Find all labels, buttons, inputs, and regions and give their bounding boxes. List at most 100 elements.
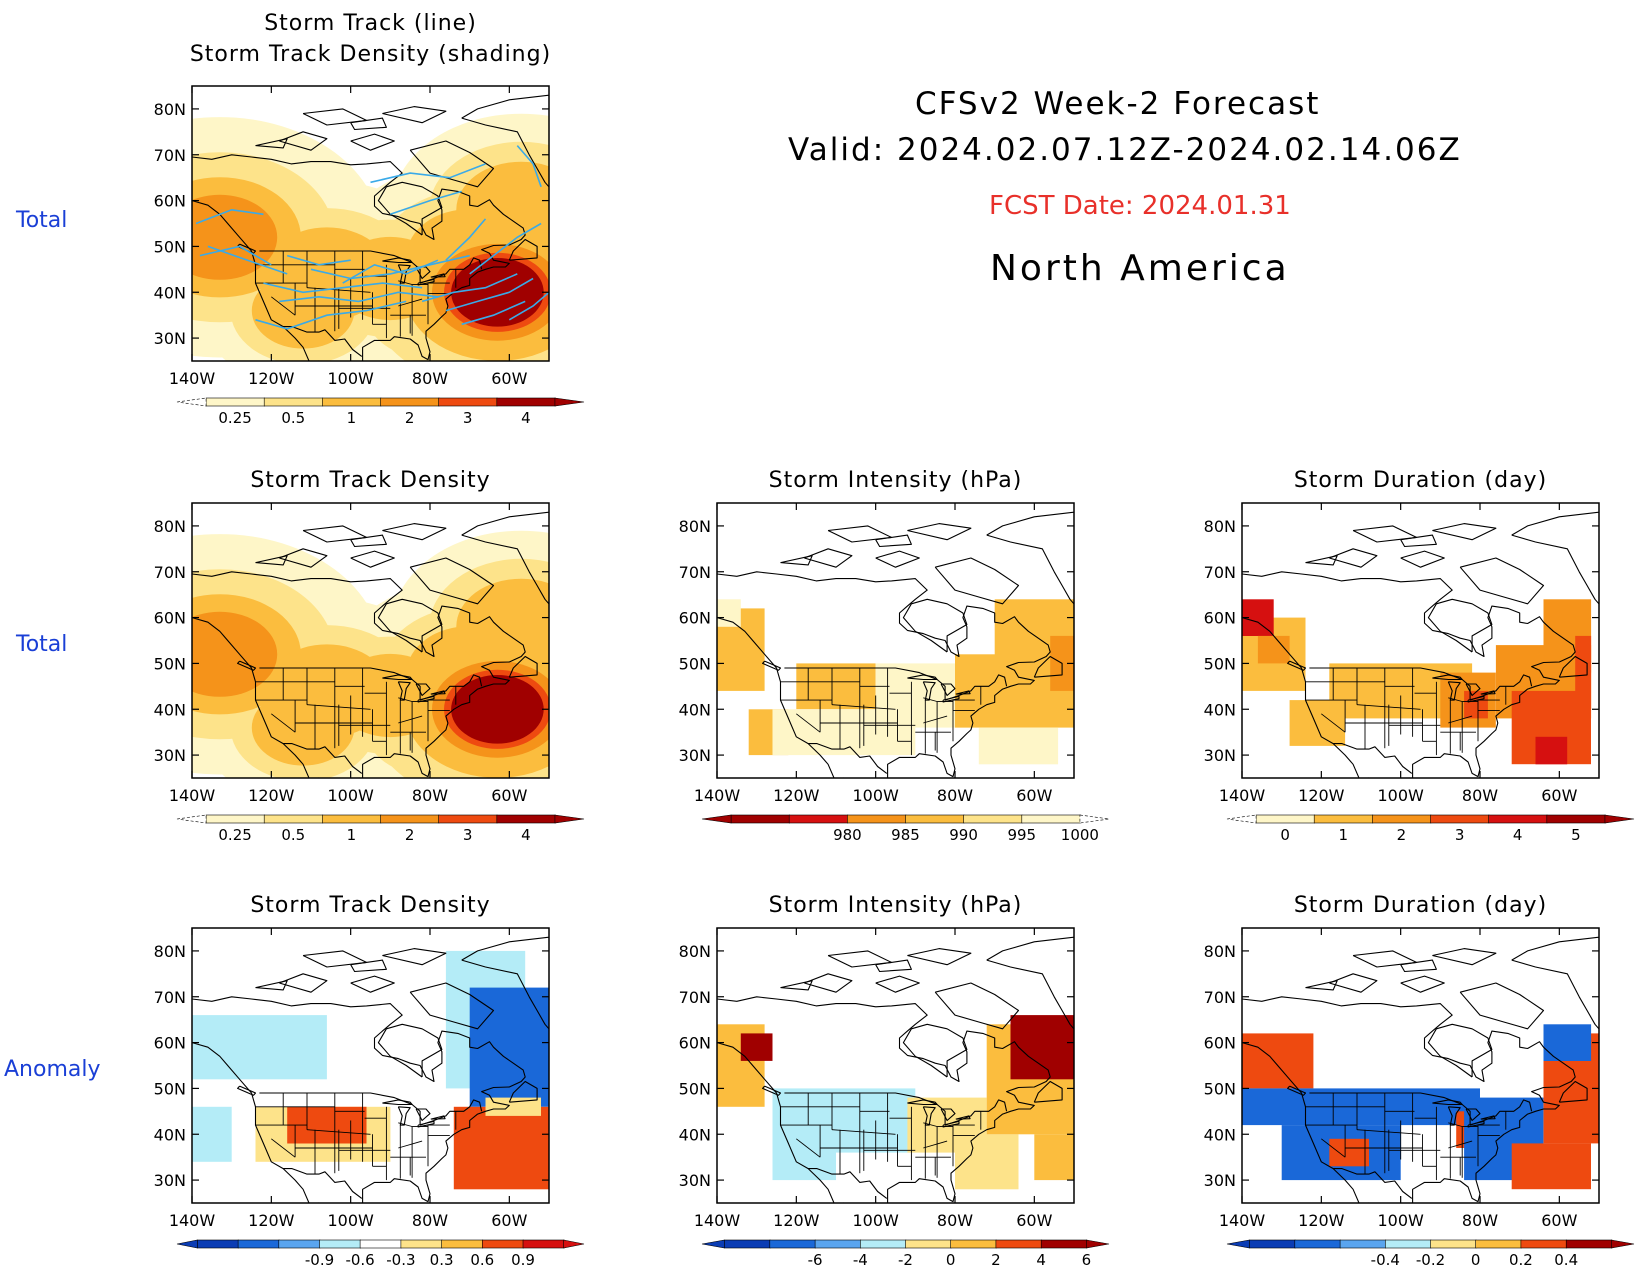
lon-tick-label: 80W (937, 1211, 973, 1230)
header-title: CFSv2 Week-2 Forecast (915, 86, 1321, 122)
colorbar-end-left (1226, 814, 1257, 824)
row-label-1: Total (16, 208, 68, 233)
panel-frame (1241, 927, 1600, 1204)
colorbar-segment (237, 1239, 280, 1249)
island-outline (934, 557, 1020, 605)
colorbar-segment (380, 814, 440, 824)
panel-frame (191, 85, 550, 362)
colorbar-end-right (1604, 814, 1635, 824)
lon-tick-label: 60W (1016, 1211, 1052, 1230)
lat-tick-label: 80N (154, 942, 186, 961)
island-outline (1400, 550, 1445, 568)
panel-title: Storm Track (line) (264, 11, 477, 36)
panel-title: Storm Intensity (hPa) (769, 893, 1023, 918)
lake-outline (1432, 1099, 1463, 1106)
storm-track-line (370, 163, 486, 184)
island-outline (1352, 950, 1418, 968)
us-mexico-border (1333, 743, 1413, 774)
storm-track-line (263, 282, 423, 294)
colorbar-label: 2 (405, 409, 415, 427)
lat-tick-label: 80N (679, 517, 711, 536)
lon-tick-label: 140W (1219, 1211, 1266, 1230)
island-outline (382, 106, 447, 124)
panel-title: Storm Track Density (250, 893, 490, 918)
colorbar-segment (788, 814, 849, 824)
island-outline (875, 550, 920, 568)
us-canada-border (259, 667, 483, 701)
colorbar-label: 0.25 (218, 826, 251, 844)
state-boundary (796, 1138, 821, 1158)
colorbar-segment (1546, 814, 1606, 824)
heatmap-cell (1257, 635, 1290, 664)
colorbar-end-right (563, 1239, 585, 1249)
colorbar-label: 3 (463, 409, 473, 427)
lat-tick-label: 60N (1204, 1034, 1236, 1053)
colorbar-segment (905, 814, 965, 824)
colorbar-segment (1339, 1239, 1387, 1249)
panel-density_anom: Storm Track Density 80N 70N 60N 50N 40N 30N 140… (154, 893, 585, 1269)
us-mexico-border (808, 1168, 888, 1199)
lon-tick-label: 120W (1298, 786, 1345, 805)
storm-track-line (508, 291, 549, 321)
lake-outline (1447, 681, 1461, 701)
colorbar-segment (1294, 1239, 1341, 1249)
colorbar-label: 4 (521, 826, 531, 844)
colorbar-label: 0.4 (1554, 1251, 1578, 1269)
greenland-outline (461, 936, 549, 1030)
island-outline (302, 950, 368, 968)
lake-outline (382, 257, 413, 264)
colorbar-segment (950, 1239, 997, 1249)
hudson-bay-outline (902, 1023, 968, 1078)
colorbar-segment (1021, 814, 1081, 824)
lat-tick-label: 40N (1204, 1125, 1236, 1144)
lake-outline (907, 1099, 938, 1106)
island-outline (1305, 555, 1338, 566)
colorbar: -0.4 -0.2 0 0.2 0.4 (1226, 1239, 1635, 1269)
state-boundary (398, 697, 413, 702)
island-outline (1432, 948, 1497, 966)
lake-outline (397, 1106, 411, 1126)
island-outline (804, 973, 853, 993)
state-boundary (831, 704, 896, 710)
lon-tick-label: 140W (694, 1211, 741, 1230)
density-blob (456, 161, 549, 258)
coastline (1242, 996, 1576, 1203)
storm-track-line (342, 259, 439, 284)
us-mexico-border (283, 743, 363, 774)
lat-tick-label: 60N (1204, 609, 1236, 628)
island-outline (237, 1085, 257, 1096)
colorbar-end-right (1611, 1239, 1635, 1249)
coastline (1242, 571, 1576, 778)
us-canada-border (259, 250, 483, 284)
lon-tick-label: 60W (491, 369, 527, 388)
state-boundary (1448, 697, 1463, 702)
state-boundary (398, 298, 423, 307)
hudson-bay-outline (377, 598, 443, 653)
colorbar-end-left (701, 814, 732, 824)
heatmap-cell (1329, 1138, 1369, 1167)
us-mexico-border (1333, 1168, 1413, 1199)
lat-tick-label: 40N (154, 700, 186, 719)
panel-plot-area (192, 511, 549, 778)
island-outline (875, 975, 920, 993)
lon-tick-label: 100W (327, 786, 374, 805)
colorbar-segment (380, 397, 440, 407)
island-outline (279, 973, 328, 993)
colorbar-segment (205, 397, 266, 407)
heatmap-cell (1511, 1143, 1591, 1190)
heatmap-cell (772, 1143, 836, 1181)
colorbar-end-left (176, 1239, 198, 1249)
lat-tick-label: 70N (154, 988, 186, 1007)
greenland-outline (1511, 511, 1599, 605)
state-boundary (831, 1129, 896, 1135)
island-outline (279, 548, 328, 568)
panel-plot-area (1242, 936, 1599, 1203)
lon-tick-label: 140W (169, 786, 216, 805)
greenland-outline (986, 936, 1074, 1030)
lake-outline (415, 1108, 431, 1122)
lat-tick-label: 50N (154, 1079, 186, 1098)
hudson-bay-outline (377, 181, 443, 236)
lon-tick-label: 100W (852, 786, 899, 805)
lon-tick-label: 60W (1016, 786, 1052, 805)
colorbar-segment (1249, 1239, 1296, 1249)
